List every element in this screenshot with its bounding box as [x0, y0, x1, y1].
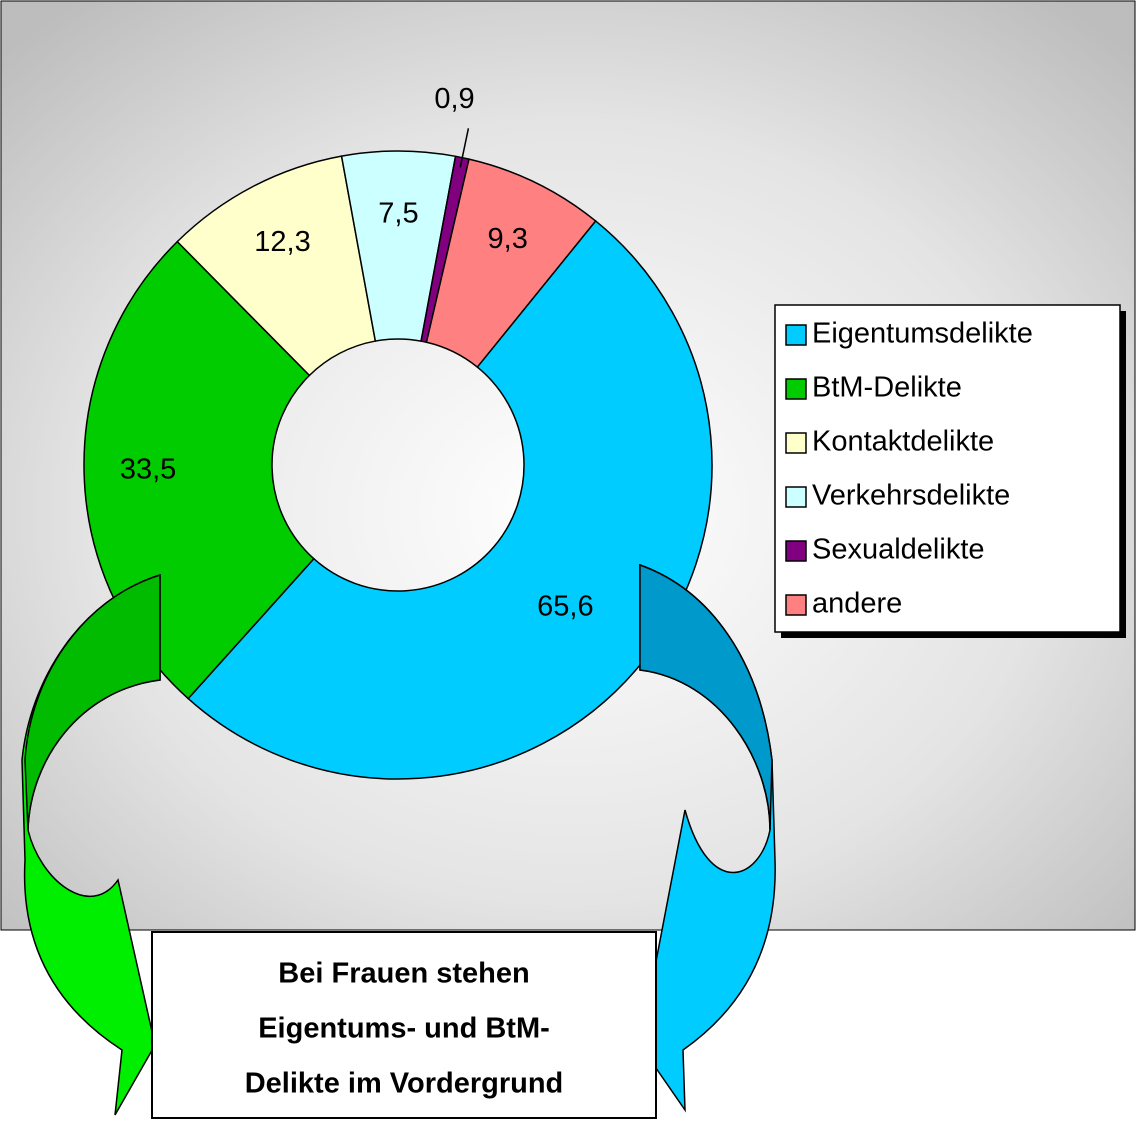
- legend-swatch: [785, 378, 807, 400]
- annotation-line: Bei Frauen stehen: [278, 958, 529, 990]
- legend-label: Kontaktdelikte: [812, 426, 994, 458]
- legend-swatch: [785, 432, 807, 454]
- legend-label: Sexualdelikte: [812, 534, 985, 566]
- data-label: 9,3: [488, 223, 528, 255]
- legend-label: andere: [812, 588, 902, 620]
- slice: [425, 158, 597, 369]
- legend-swatch: [785, 324, 807, 346]
- legend-swatch: [785, 540, 807, 562]
- data-label: 0,9: [434, 83, 474, 115]
- data-label: 65,6: [537, 590, 593, 622]
- annotation-line: Eigentums- und BtM-: [258, 1013, 550, 1045]
- data-label: 12,3: [254, 226, 310, 258]
- legend-label: Eigentumsdelikte: [812, 318, 1033, 350]
- data-label: 7,5: [378, 198, 418, 230]
- legend-swatch: [785, 486, 807, 508]
- legend-label: BtM-Delikte: [812, 372, 962, 404]
- legend-box: [774, 304, 1121, 633]
- legend-label: Verkehrsdelikte: [812, 480, 1010, 512]
- legend: Eigentumsdelikte BtM-Delikte Kontaktdelikt…: [785, 318, 1033, 620]
- left-arrow-fold: [24, 573, 161, 831]
- legend-swatch: [785, 594, 807, 616]
- pie: 65,6 33,5 12,3 7,5 0,9 9,3: [83, 83, 713, 780]
- right-arrow-fold: [639, 563, 773, 831]
- annotation-box: [151, 931, 657, 1119]
- annotation-line: Delikte im Vordergrund: [245, 1068, 564, 1100]
- leader-line: [459, 128, 470, 168]
- data-label: 33,5: [120, 454, 176, 486]
- slice: [187, 219, 713, 780]
